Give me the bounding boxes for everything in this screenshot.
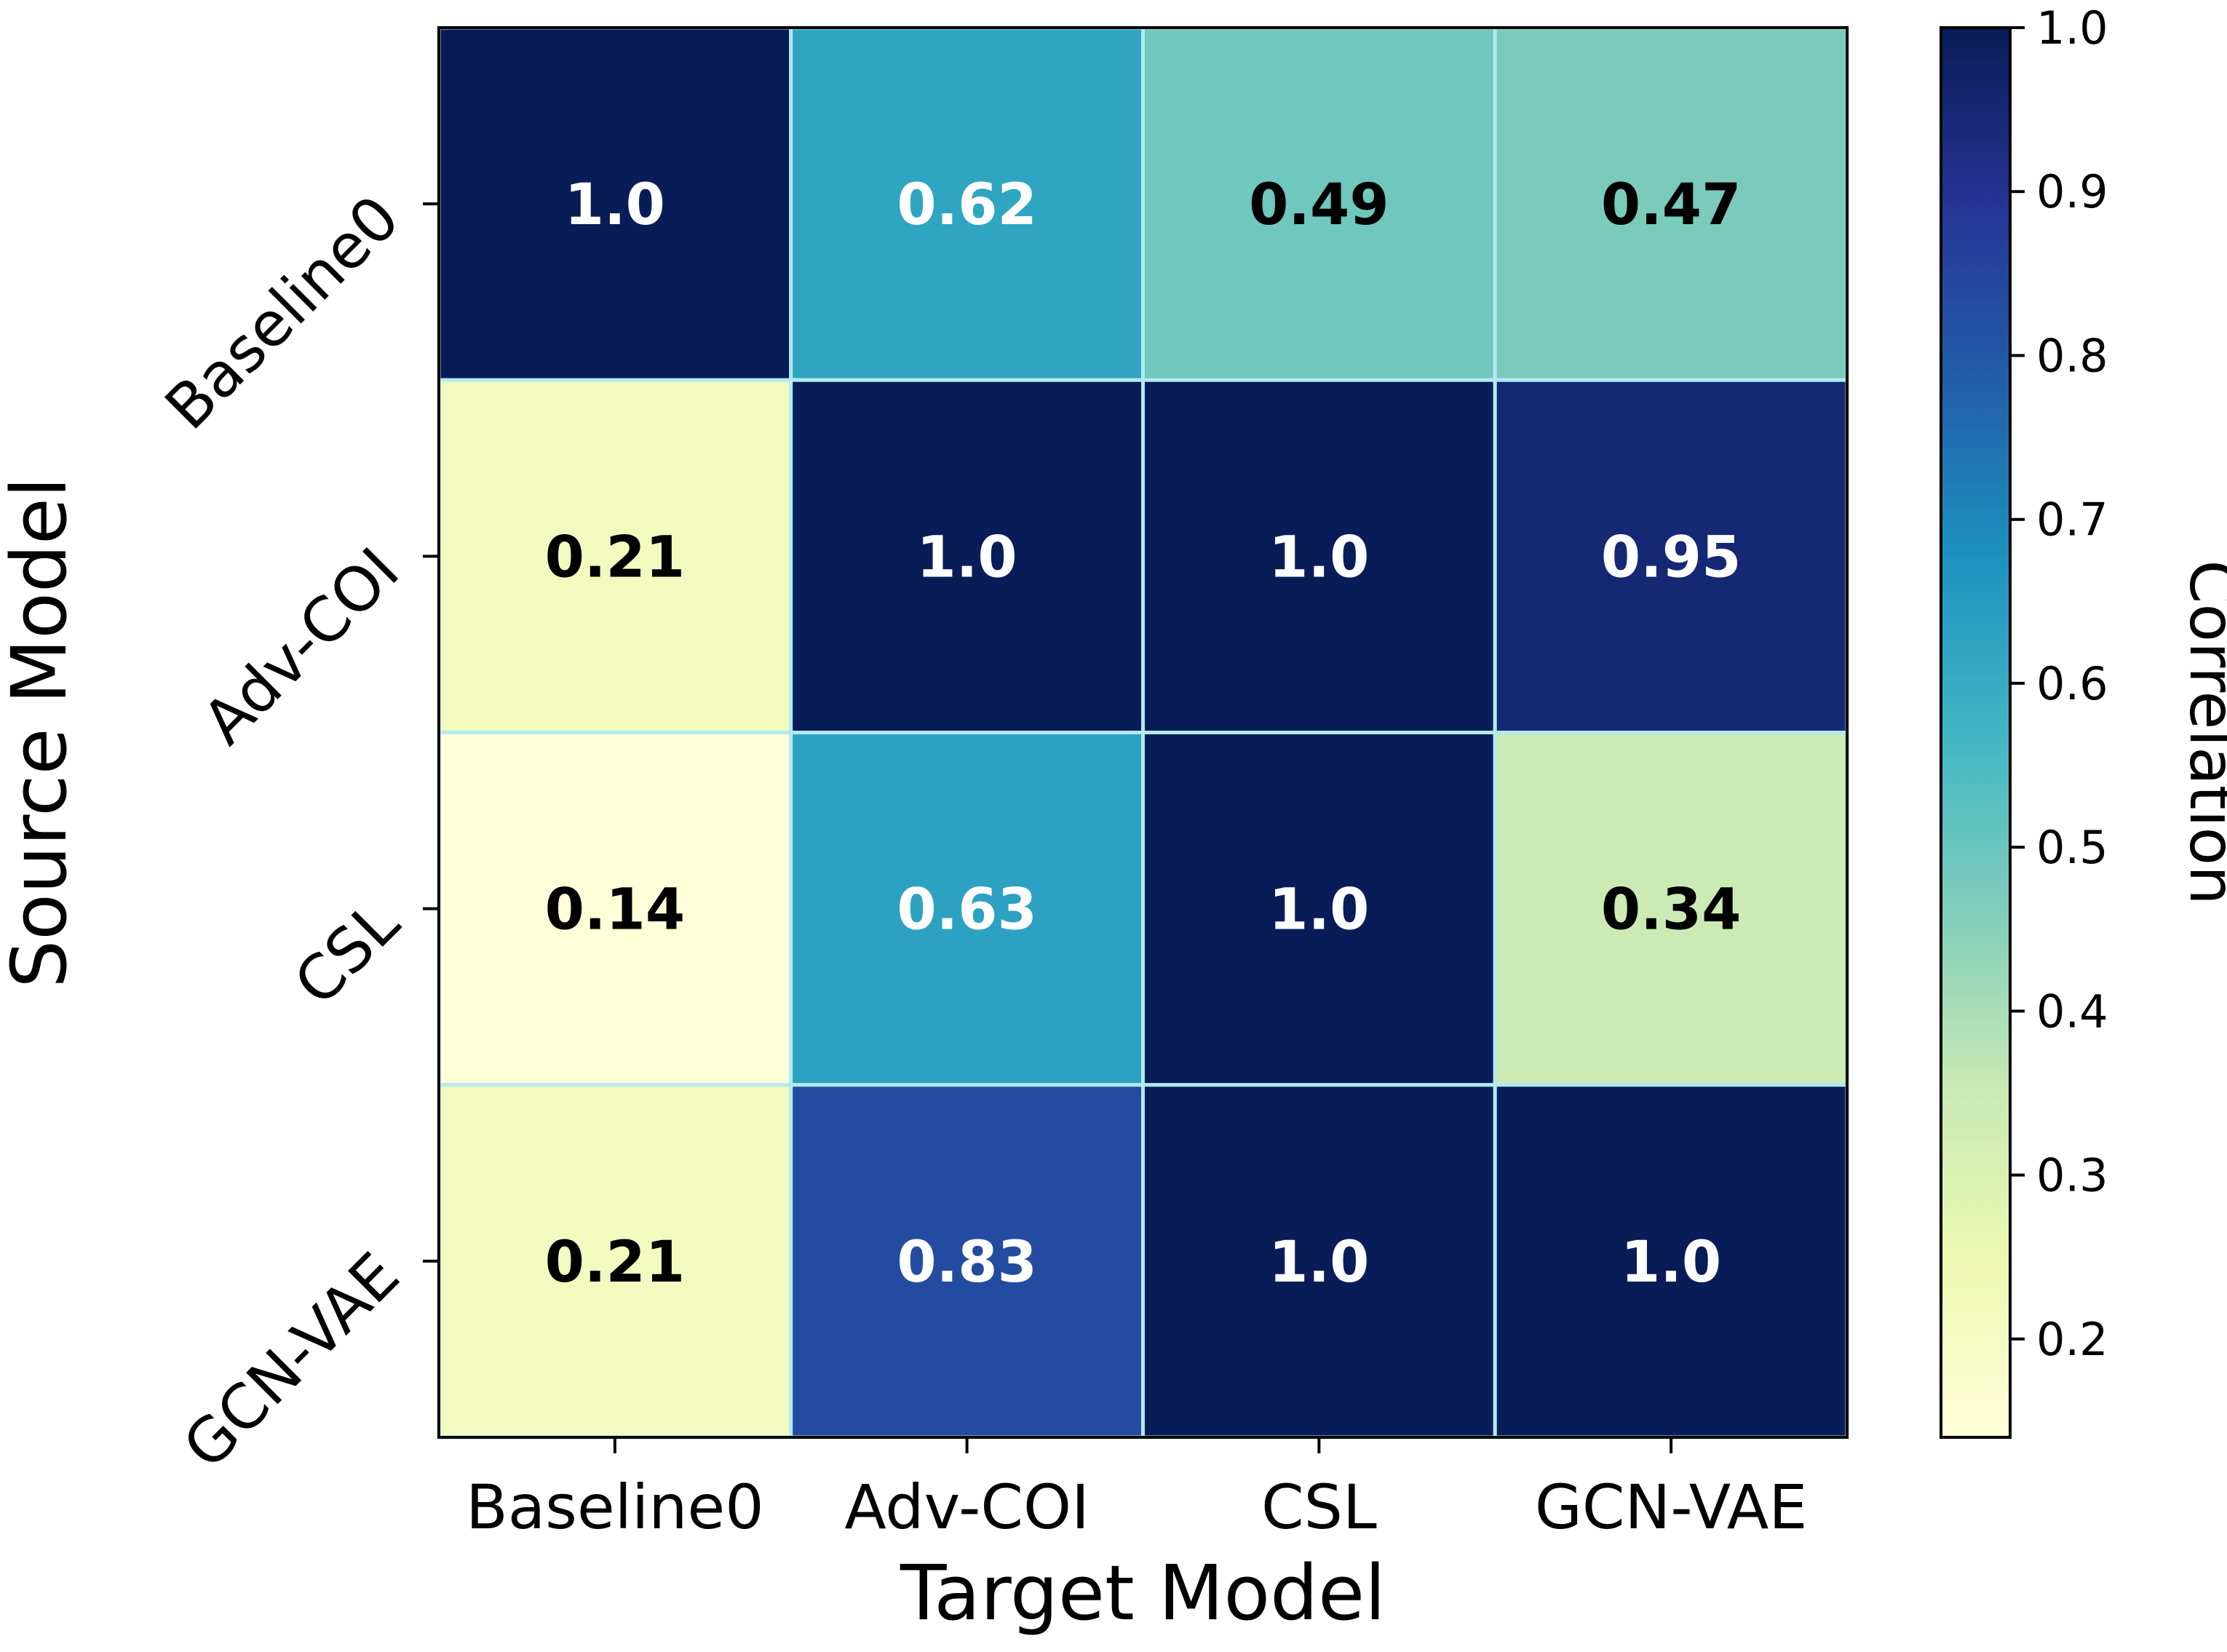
cell-label-r2-c2: 1.0 [1269,878,1369,943]
y-tick-label-1: Adv-COI [189,534,413,758]
y-tick-label-3: GCN-VAE [170,1239,413,1482]
cell-label-r0-c1: 0.62 [897,172,1036,238]
heatmap-cell-r2-c1 [789,731,1145,1087]
colorbar-tick-label-3: 0.7 [2036,493,2108,547]
cell-label-r1-c2: 1.0 [1269,525,1369,590]
colorbar-tick-label-5: 0.5 [2036,821,2108,874]
cell-label-r3-c0: 0.21 [545,1230,685,1295]
heatmap-cell-r1-c0 [437,378,793,734]
colorbar-tick-label-0: 1.0 [2036,1,2108,55]
heatmap-cell-labels: 1.0 0.62 0.49 0.47 0.21 1.0 1.0 0.95 0.14 0.63 1.0… [545,172,1742,1295]
cell-label-r3-c1: 0.83 [897,1230,1036,1295]
colorbar-title: Correlation [2175,560,2227,905]
cell-label-r0-c3: 0.47 [1601,172,1741,238]
colorbar-tick-label-2: 0.8 [2036,329,2108,382]
x-tick-label-1: Adv-COI [844,1472,1089,1543]
cell-label-r0-c2: 0.49 [1249,172,1389,238]
colorbar [1940,26,2012,1439]
x-tick-label-2: CSL [1261,1472,1377,1543]
x-tick-label-0: Baseline0 [466,1472,764,1543]
cell-label-r3-c3: 1.0 [1621,1230,1721,1295]
heatmap-cell-r3-c1 [789,1083,1145,1439]
cell-label-r2-c1: 0.63 [897,878,1036,943]
x-tick-label-3: GCN-VAE [1535,1472,1808,1543]
heatmap-cell-r1-c1 [789,378,1145,734]
heatmap-cell-r3-c0 [437,1083,793,1439]
colorbar-tick-label-1: 0.9 [2036,165,2108,218]
heatmap-cell-r1-c3 [1493,378,1849,734]
heatmap-cell-r3-c2 [1141,1083,1497,1439]
cell-label-r2-c0: 0.14 [545,878,685,943]
colorbar-tick-label-8: 0.2 [2036,1313,2108,1366]
colorbar-tick-label-6: 0.4 [2036,985,2108,1038]
heatmap-cell-r0-c0 [437,25,793,382]
y-tick-label-2: CSL [281,886,413,1019]
plot-frame [437,26,1849,1439]
cell-label-r0-c0: 1.0 [565,172,665,238]
x-axis-ticks: Baseline0 Adv-COI CSL GCN-VAE [466,1437,1807,1543]
heatmap-cells [437,25,1849,1439]
cell-label-r1-c1: 1.0 [917,525,1017,590]
colorbar-tick-label-4: 0.6 [2036,657,2108,710]
y-tick-label-0: Baseline0 [151,182,413,443]
heatmap-cell-r0-c1 [789,25,1145,382]
heatmap-cell-r3-c3 [1493,1083,1849,1439]
colorbar-tick-label-7: 0.3 [2036,1149,2108,1202]
cell-label-r1-c3: 0.95 [1601,525,1741,590]
cell-label-r3-c2: 1.0 [1269,1230,1369,1295]
y-axis-ticks: Baseline0 Adv-COI CSL GCN-VAE [151,182,439,1482]
colorbar-ticks: 1.0 0.9 0.8 0.7 0.6 0.5 0.4 0.3 0.2 [2010,1,2108,1366]
cell-label-r1-c0: 0.21 [545,525,685,590]
heatmap-cell-r0-c3 [1493,25,1849,382]
x-axis-title: Target Model [900,1549,1386,1637]
heatmap-cell-r2-c3 [1493,731,1849,1087]
cell-label-r2-c3: 0.34 [1601,878,1741,943]
y-axis-title: Source Model [0,477,84,988]
